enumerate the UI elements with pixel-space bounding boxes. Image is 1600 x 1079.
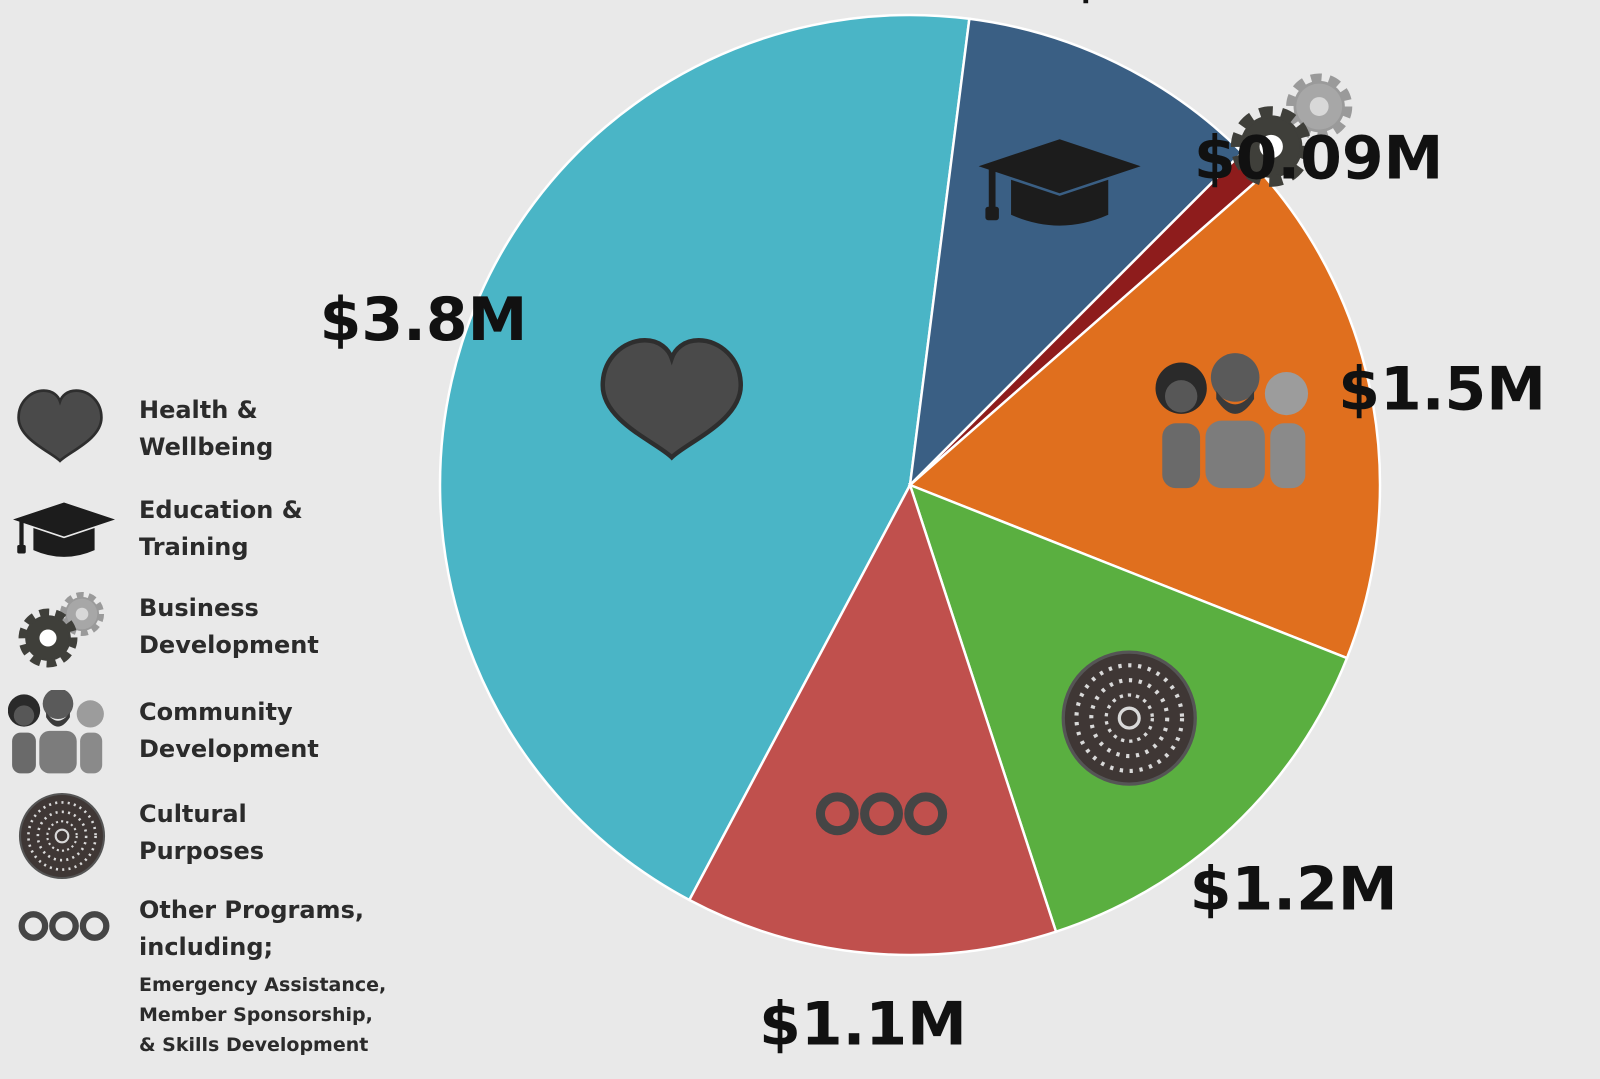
people-icon <box>8 690 104 774</box>
pie-slice <box>908 17 1244 489</box>
legend-label: Business Development <box>139 594 319 659</box>
dot-circle-icon <box>18 792 106 880</box>
legend-item-community: Community Development <box>8 690 428 780</box>
legend-label: Education & Training <box>139 496 303 561</box>
three-rings-icon <box>8 888 128 978</box>
heart-icon <box>17 389 103 463</box>
legend-item-business: Business Development <box>8 586 428 676</box>
legend-label: Health & Wellbeing <box>139 396 274 461</box>
legend-item-cultural: Cultural Purposes <box>8 792 428 882</box>
legend-sublabel: Emergency Assistance, Member Sponsorship… <box>139 974 387 1056</box>
value-label: $0.9M <box>1065 0 1273 9</box>
pie-slice <box>907 173 1382 660</box>
value-label: $1.5M <box>1338 354 1546 424</box>
value-label: $0.09M <box>1194 124 1444 194</box>
value-label: $1.1M <box>759 990 967 1060</box>
pie-slice <box>687 481 1058 957</box>
graduation-cap-icon <box>8 488 128 578</box>
value-label: $3.8M <box>320 285 528 355</box>
value-label: $1.2M <box>1190 855 1398 925</box>
dot-circle-icon <box>1063 652 1195 784</box>
legend-item-education: Education & Training <box>8 488 428 578</box>
pie-slice <box>438 13 971 902</box>
legend-label: Community Development <box>139 698 319 763</box>
gears-icon <box>8 586 128 676</box>
legend-item-other: Other Programs, including; Emergency Ass… <box>8 888 428 1078</box>
legend-label: Cultural Purposes <box>139 800 265 865</box>
legend-label: Other Programs, including; <box>139 896 364 961</box>
legend-item-health: Health & Wellbeing <box>8 388 428 478</box>
